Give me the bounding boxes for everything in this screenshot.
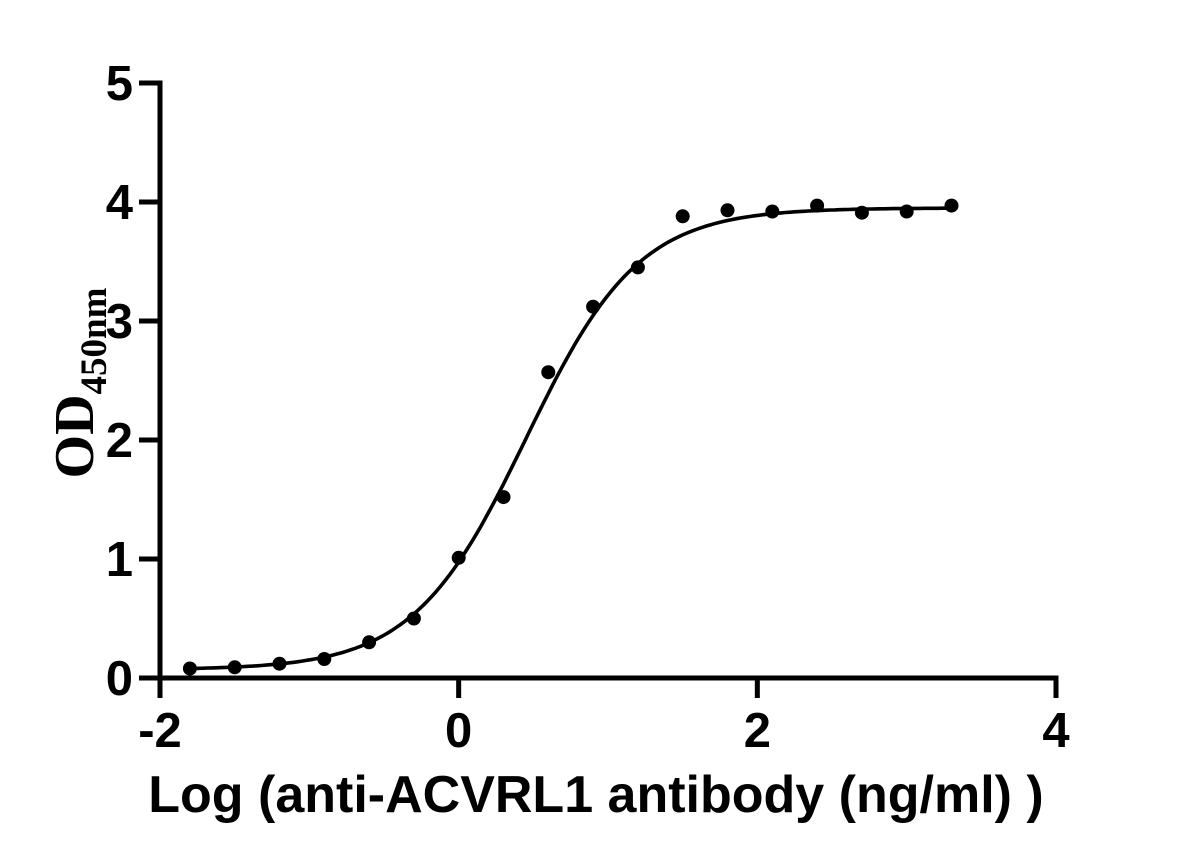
y-tick-label: 1 <box>106 533 133 587</box>
y-tick-label: 2 <box>106 414 133 468</box>
x-tick-label: 2 <box>744 704 771 758</box>
y-tick-label: 5 <box>106 57 133 111</box>
y-tick-label: 3 <box>106 295 133 349</box>
data-point <box>630 260 645 275</box>
data-point <box>944 198 959 213</box>
data-point <box>406 611 421 626</box>
x-axis-title: Log (anti-ACVRL1 antibody (ng/ml) ) <box>148 766 1043 824</box>
x-tick-label: 0 <box>445 704 472 758</box>
data-point <box>854 205 869 220</box>
data-point <box>317 652 332 666</box>
data-point <box>541 365 556 380</box>
y-tick-label: 4 <box>106 176 133 230</box>
series-group <box>182 198 959 676</box>
data-point <box>586 299 601 314</box>
data-point <box>810 198 825 213</box>
fit-curve <box>189 206 952 671</box>
data-point <box>675 209 690 224</box>
data-point <box>182 661 197 676</box>
y-axis-title-base: OD <box>44 394 106 478</box>
x-tick-label: 4 <box>1042 704 1069 758</box>
data-point <box>362 635 377 650</box>
y-tick-label: 0 <box>106 652 133 706</box>
y-axis-title: OD450nm <box>44 287 115 478</box>
data-point <box>496 490 511 505</box>
y-axis-title-subscript: 450nm <box>74 287 115 394</box>
data-point <box>272 656 287 671</box>
x-tick-label: -2 <box>138 704 182 758</box>
data-point <box>451 550 466 565</box>
data-point <box>720 203 735 218</box>
data-point <box>765 204 780 219</box>
data-point <box>899 204 914 219</box>
data-point <box>227 660 242 675</box>
